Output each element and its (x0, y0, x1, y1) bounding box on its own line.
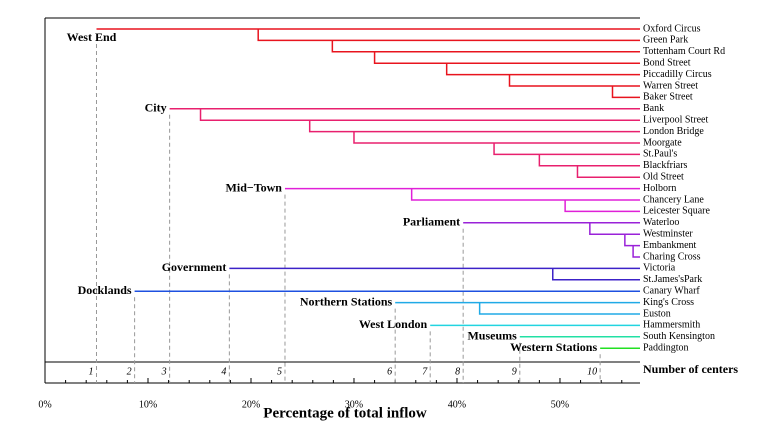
station-label: King's Cross (643, 297, 694, 308)
x-tick-label: 0% (38, 399, 51, 410)
branch (508, 74, 640, 87)
station-label: Bond Street (643, 57, 691, 68)
cluster-label: Museums (467, 329, 517, 343)
branch (445, 63, 640, 76)
x-axis-label: Percentage of total inflow (263, 405, 427, 421)
branch (611, 86, 640, 99)
center-number: 2 (127, 366, 132, 377)
cluster-label: Northern Stations (300, 294, 393, 308)
station-label: Warren Street (643, 80, 698, 91)
branch (624, 234, 640, 247)
x-tick-label: 30% (345, 399, 363, 410)
station-label: London Bridge (643, 126, 704, 137)
branch (552, 268, 640, 281)
x2-axis-label: Number of centers (643, 362, 738, 376)
x-tick-label: 20% (242, 399, 260, 410)
station-label: Moorgate (643, 137, 682, 148)
cluster-label: Western Stations (510, 340, 597, 354)
station-label: Baker Street (643, 92, 693, 103)
branch (199, 108, 640, 121)
station-label: Victoria (643, 263, 676, 274)
station-label: Euston (643, 308, 671, 319)
station-label: Waterloo (643, 217, 679, 228)
station-label: Piccadilly Circus (643, 69, 712, 80)
center-number: 10 (587, 366, 597, 377)
center-number: 1 (88, 366, 93, 377)
cluster-label: Parliament (403, 215, 460, 229)
branch (493, 143, 640, 156)
branch (410, 188, 640, 201)
center-number: 5 (277, 366, 282, 377)
station-label: Bank (643, 103, 664, 114)
station-label: Paddington (643, 342, 689, 353)
branch (589, 222, 640, 235)
branch (564, 200, 640, 213)
station-label: Old Street (643, 171, 684, 182)
branch (538, 154, 640, 167)
station-label: Oxford Circus (643, 23, 701, 34)
center-number: 4 (221, 366, 226, 377)
branch (478, 302, 640, 315)
center-number: 7 (422, 366, 428, 377)
station-label: Chancery Lane (643, 194, 704, 205)
station-label: Hammersmith (643, 320, 700, 331)
branch (308, 120, 640, 133)
branch (331, 40, 640, 53)
station-label: St.Paul's (643, 149, 677, 160)
branch (576, 165, 640, 178)
station-label: Holborn (643, 183, 676, 194)
branch (373, 51, 640, 64)
cluster-label: West London (359, 317, 428, 331)
station-label: Green Park (643, 35, 688, 46)
station-label: Liverpool Street (643, 114, 708, 125)
center-number: 3 (161, 366, 167, 377)
x-tick-label: 10% (139, 399, 157, 410)
branch (257, 29, 640, 42)
station-label: Canary Wharf (643, 285, 700, 296)
center-number: 6 (387, 366, 392, 377)
x-tick-label: 50% (551, 399, 569, 410)
station-label: Charing Cross (643, 251, 701, 262)
cluster-label: City (145, 101, 167, 115)
branch (632, 245, 640, 258)
station-label: Tottenham Court Rd (643, 46, 725, 57)
cluster-label: Docklands (78, 283, 132, 297)
branch (353, 131, 640, 144)
station-label: St.James'sPark (643, 274, 702, 285)
center-number: 9 (512, 366, 517, 377)
cluster-label: Mid−Town (226, 180, 283, 194)
station-label: Leicester Square (643, 206, 710, 217)
center-number: 8 (455, 366, 460, 377)
cluster-label: Government (162, 260, 227, 274)
station-label: Blackfriars (643, 160, 688, 171)
cluster-label: West End (67, 30, 117, 44)
station-label: Westminster (643, 228, 693, 239)
x-tick-label: 40% (448, 399, 466, 410)
station-label: Embankment (643, 240, 697, 251)
station-label: South Kensington (643, 331, 715, 342)
